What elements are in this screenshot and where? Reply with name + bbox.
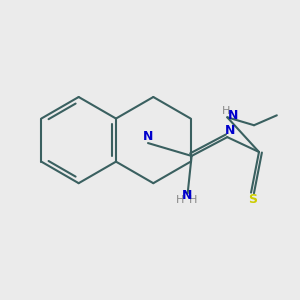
Text: S: S bbox=[248, 193, 257, 206]
Text: H: H bbox=[176, 195, 184, 205]
Text: N: N bbox=[227, 109, 238, 122]
Text: H: H bbox=[189, 195, 197, 205]
Text: N: N bbox=[143, 130, 153, 143]
Text: N: N bbox=[182, 190, 192, 202]
Text: H: H bbox=[222, 106, 230, 116]
Text: N: N bbox=[224, 124, 235, 137]
